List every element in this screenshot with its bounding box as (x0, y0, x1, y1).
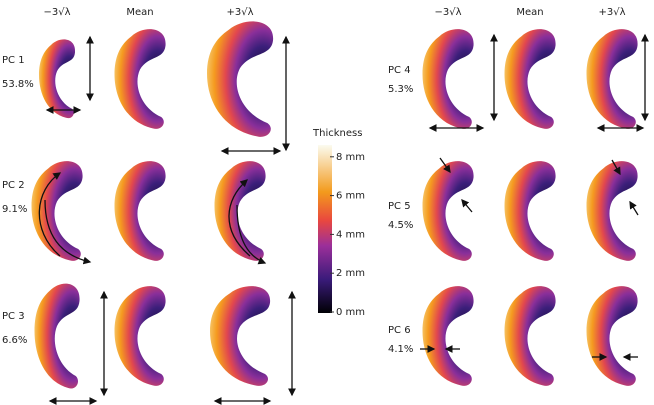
thickness-shape (422, 29, 474, 129)
pc-label: PC 1 (2, 55, 25, 66)
thickness-shape (504, 29, 556, 129)
pc-label: PC 5 (388, 201, 411, 212)
variance-label: 9.1% (2, 204, 27, 215)
thickness-shape (39, 39, 76, 119)
arrow (44, 199, 92, 265)
thickness-shape (422, 161, 474, 261)
variance-label: 4.1% (388, 344, 413, 355)
pc-label: PC 2 (2, 180, 25, 191)
column-header: −3√λ (43, 7, 70, 18)
pc-label: PC 6 (388, 325, 411, 336)
variance-label: 4.5% (388, 220, 413, 231)
colorbar-tick-label: 4 mm (336, 229, 365, 240)
thickness-shape (210, 286, 271, 386)
column-header: Mean (516, 7, 543, 18)
colorbar-tick-label: 6 mm (336, 191, 365, 202)
colorbar (318, 145, 332, 313)
thickness-shape (34, 283, 80, 389)
annotation-arrows (38, 33, 649, 405)
column-header: Mean (126, 7, 153, 18)
colorbar-tick-label: 0 mm (336, 307, 365, 318)
thickness-shape (586, 29, 638, 129)
arrow (38, 172, 62, 257)
variance-label: 53.8% (2, 79, 34, 90)
arrow (611, 159, 621, 176)
pc-label: PC 3 (2, 311, 25, 322)
colorbar-tick-label: 2 mm (336, 268, 365, 279)
thickness-shape (504, 286, 556, 386)
arrow (461, 199, 473, 213)
arrow (439, 157, 451, 174)
pc-label: PC 4 (388, 65, 411, 76)
variance-label: 5.3% (388, 84, 413, 95)
column-header: +3√λ (226, 7, 253, 18)
thickness-shape (422, 286, 474, 386)
column-header: +3√λ (598, 7, 625, 18)
arrow (236, 204, 267, 265)
shape-grid (31, 21, 638, 389)
arrow (228, 179, 251, 257)
column-header: −3√λ (434, 7, 461, 18)
thickness-shape (207, 21, 274, 137)
variance-label: 6.6% (2, 335, 27, 346)
thickness-shape (586, 286, 638, 386)
thickness-shape (114, 29, 166, 129)
colorbar-tick-label: 8 mm (336, 152, 365, 163)
thickness-shape (114, 286, 166, 386)
arrow (629, 200, 639, 216)
thickness-shape (114, 161, 166, 261)
thickness-shape (586, 161, 638, 261)
colorbar-title: Thickness (312, 128, 362, 139)
thickness-shape (504, 161, 556, 261)
